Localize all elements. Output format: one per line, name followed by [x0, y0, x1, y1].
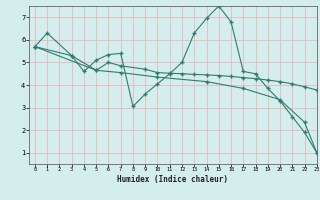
- X-axis label: Humidex (Indice chaleur): Humidex (Indice chaleur): [117, 175, 228, 184]
